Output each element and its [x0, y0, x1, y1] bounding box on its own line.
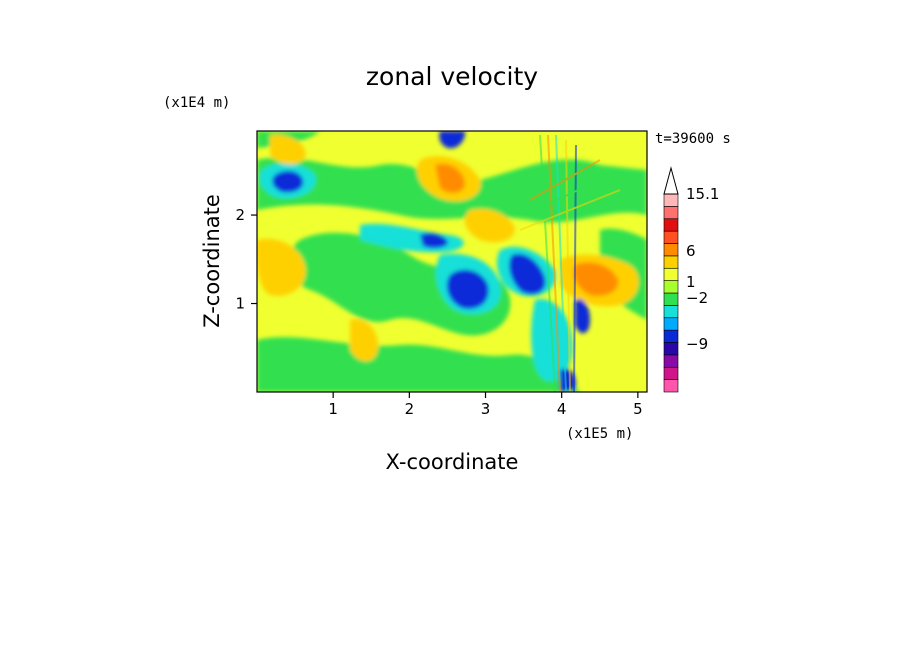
x-axis-title: X-coordinate — [386, 450, 519, 474]
contour-blue-4 — [439, 131, 466, 149]
y-tick-label: 2 — [235, 206, 245, 224]
contour-blue-3 — [509, 253, 546, 295]
time-label: t=39600 s — [655, 131, 731, 147]
chart-title: zonal velocity — [366, 62, 538, 91]
y-unit-label: (x1E4 m) — [163, 95, 230, 111]
contour-blue-2 — [446, 269, 489, 309]
contour-blue-7 — [560, 368, 576, 392]
contour-orange-5 — [270, 134, 306, 165]
plot-frame — [256, 130, 648, 393]
contour-red-1 — [573, 262, 619, 296]
colorbar-swatch — [663, 379, 679, 393]
colorbar: 15.1 6 1−2 −9 — [663, 166, 719, 393]
colorbar-swatch — [663, 305, 679, 319]
colorbar-swatch — [663, 230, 679, 244]
x-axis: 1 2 3 4 5 — [328, 392, 643, 418]
colorbar-swatch — [663, 243, 679, 257]
contour-orange-4 — [464, 208, 515, 243]
y-axis: 12 — [235, 206, 257, 313]
x-tick-label: 5 — [633, 400, 643, 418]
y-tick-label: 1 — [235, 295, 245, 313]
contour-blue-5 — [575, 299, 590, 334]
x-tick-label: 2 — [405, 400, 415, 418]
colorbar-label: 15.1 — [686, 185, 719, 203]
x-unit-label: (x1E5 m) — [566, 426, 633, 442]
wave-streaks — [519, 134, 621, 392]
colorbar-swatch — [663, 280, 679, 294]
colorbar-swatch — [663, 255, 679, 269]
heatmap-field — [257, 131, 647, 392]
contour-green-2 — [287, 232, 511, 336]
x-tick-label: 1 — [328, 400, 338, 418]
contour-red-2 — [435, 163, 465, 193]
x-tick-label: 3 — [481, 400, 491, 418]
contour-orange-3 — [257, 238, 306, 296]
colorbar-label: 6 — [686, 242, 696, 260]
colorbar-swatch — [663, 366, 679, 380]
colorbar-extend-arrow — [663, 166, 679, 195]
colorbar-label: 1 — [686, 273, 696, 291]
colorbar-swatch — [663, 342, 679, 356]
contour-blue-1 — [272, 170, 304, 193]
colorbar-swatch — [663, 267, 679, 281]
contour-green-3 — [257, 337, 580, 392]
colorbar-swatch — [663, 292, 679, 306]
colorbar-label: −9 — [686, 335, 708, 353]
colorbar-swatch — [663, 218, 679, 232]
y-axis-title: Z-coordinate — [200, 194, 224, 328]
colorbar-swatch — [663, 354, 679, 368]
x-tick-label: 4 — [557, 400, 567, 418]
colorbar-swatch — [663, 193, 679, 207]
contour-blue-6 — [420, 232, 448, 249]
colorbar-swatch — [663, 206, 679, 220]
contour-orange-6 — [350, 319, 379, 362]
colorbar-swatch — [663, 329, 679, 343]
colorbar-swatch — [663, 317, 679, 331]
colorbar-label: −2 — [686, 289, 708, 307]
